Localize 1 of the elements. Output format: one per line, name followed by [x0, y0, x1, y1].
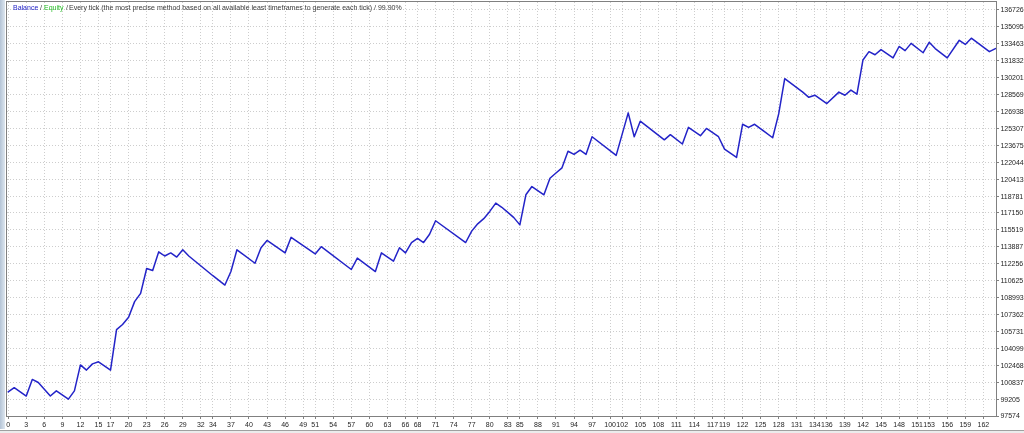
line-series — [7, 37, 996, 400]
